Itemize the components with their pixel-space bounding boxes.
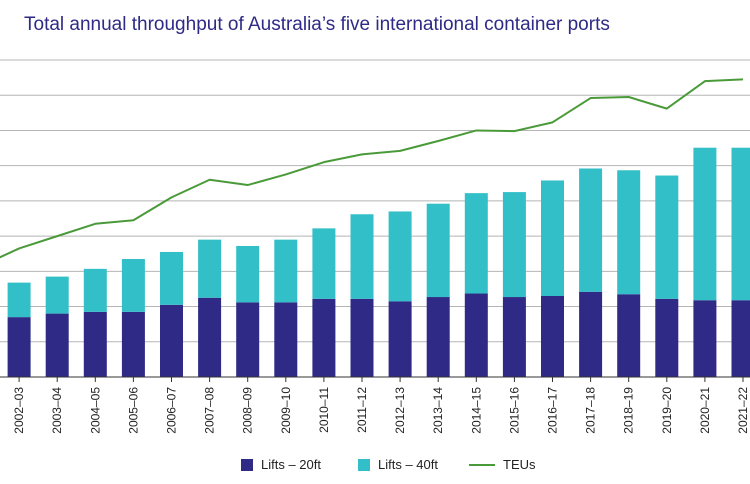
bar-lifts-20ft [617, 294, 641, 377]
x-tick-label: 2013–14 [431, 387, 445, 434]
bar-lifts-40ft [426, 203, 450, 298]
bar-series [7, 147, 750, 377]
bar-lifts-40ft [45, 276, 69, 314]
bar-lifts-40ft [541, 180, 564, 296]
bar-lifts-20ft [693, 300, 717, 377]
legend-label-teus: TEUs [503, 457, 536, 472]
bar-lifts-40ft [83, 268, 107, 312]
legend-swatch-lifts-40ft [358, 458, 370, 471]
x-tick-label: 2016–17 [546, 387, 560, 434]
bar-lifts-20ft [83, 311, 107, 377]
bar-lifts-20ft [388, 301, 412, 377]
x-tick-label: 2006–07 [165, 387, 179, 434]
x-tick-label: 2015–16 [507, 387, 521, 434]
bar-lifts-40ft [502, 192, 526, 298]
legend-label-lifts-20ft: Lifts – 20ft [261, 457, 321, 472]
bar-lifts-20ft [579, 291, 603, 377]
teu-line [0, 78, 744, 259]
x-tick-label: 2018–19 [622, 387, 636, 434]
legend-label-lifts-40ft: Lifts – 40ft [378, 457, 438, 472]
bar-lifts-40ft [274, 239, 298, 303]
bar-lifts-20ft [464, 293, 488, 377]
bar-lifts-40ft [693, 147, 717, 301]
bar-lifts-20ft [502, 297, 526, 377]
bar-lifts-20ft [426, 297, 450, 377]
x-tick-label: 2003–04 [50, 387, 64, 434]
bar-lifts-20ft [655, 298, 679, 377]
legend-item-lifts-40ft: Lifts – 40ft [358, 457, 438, 472]
legend-swatch-teus [469, 463, 495, 466]
bar-lifts-40ft [198, 239, 222, 298]
bar-lifts-40ft [388, 211, 412, 302]
x-tick-label: 2011–12 [355, 387, 369, 433]
bar-lifts-20ft [160, 304, 183, 377]
x-tick-label: 2012–13 [393, 387, 407, 434]
bar-lifts-40ft [312, 228, 336, 299]
x-tick-label: 2002–03 [12, 387, 26, 434]
x-tick-label: 2020–21 [698, 387, 712, 434]
bar-lifts-40ft [350, 214, 374, 299]
bar-lifts-20ft [198, 297, 222, 377]
bar-lifts-20ft [121, 311, 145, 377]
x-tick-label: 2019–20 [660, 387, 674, 434]
legend-swatch-lifts-20ft [241, 458, 253, 471]
bar-lifts-20ft [350, 298, 374, 377]
bar-lifts-20ft [541, 295, 564, 377]
bar-lifts-40ft [160, 251, 183, 305]
bar-lifts-40ft [655, 175, 679, 299]
x-tick-label: 2014–15 [469, 387, 483, 434]
x-tick-label: 2007–08 [203, 387, 217, 434]
x-tick-label: 2010–11 [317, 387, 331, 433]
bar-lifts-40ft [579, 168, 603, 292]
bar-lifts-40ft [121, 259, 145, 312]
x-tick-label: 2005–06 [126, 387, 140, 434]
bar-lifts-40ft [464, 193, 488, 294]
x-tick-label: 2017–18 [584, 387, 598, 434]
x-tick-label: 2004–05 [88, 387, 102, 434]
bar-lifts-40ft [617, 170, 641, 295]
legend-item-teus: TEUs [469, 457, 536, 472]
bar-lifts-20ft [731, 300, 750, 377]
bar-lifts-20ft [45, 313, 69, 377]
legend-item-lifts-20ft: Lifts – 20ft [241, 457, 321, 472]
x-tick-label: 2008–09 [241, 387, 255, 434]
teu-line-series [0, 78, 744, 259]
bar-lifts-20ft [236, 302, 260, 377]
x-axis: 2001–022002–032003–042004–052005–062006–… [0, 376, 750, 434]
bar-lifts-20ft [312, 298, 336, 377]
x-tick-label: 2021–22 [736, 387, 750, 434]
bar-lifts-40ft [7, 282, 31, 318]
bar-lifts-40ft [731, 147, 750, 301]
bar-lifts-20ft [274, 302, 298, 377]
x-tick-label: 2009–10 [279, 387, 293, 434]
bar-lifts-20ft [7, 317, 31, 377]
bar-lifts-40ft [236, 245, 260, 303]
chart-title: Total annual throughput of Australia’s f… [24, 14, 610, 35]
